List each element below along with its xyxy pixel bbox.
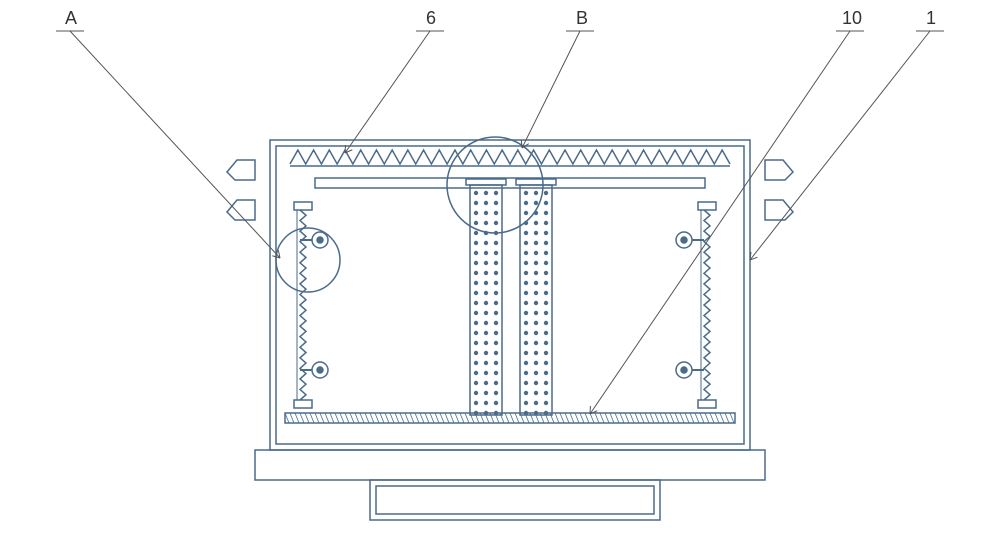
label-1: 1 [926,8,936,29]
label-A: A [65,8,77,29]
label-10: 10 [842,8,862,29]
label-B: B [576,8,588,29]
label-6: 6 [426,8,436,29]
